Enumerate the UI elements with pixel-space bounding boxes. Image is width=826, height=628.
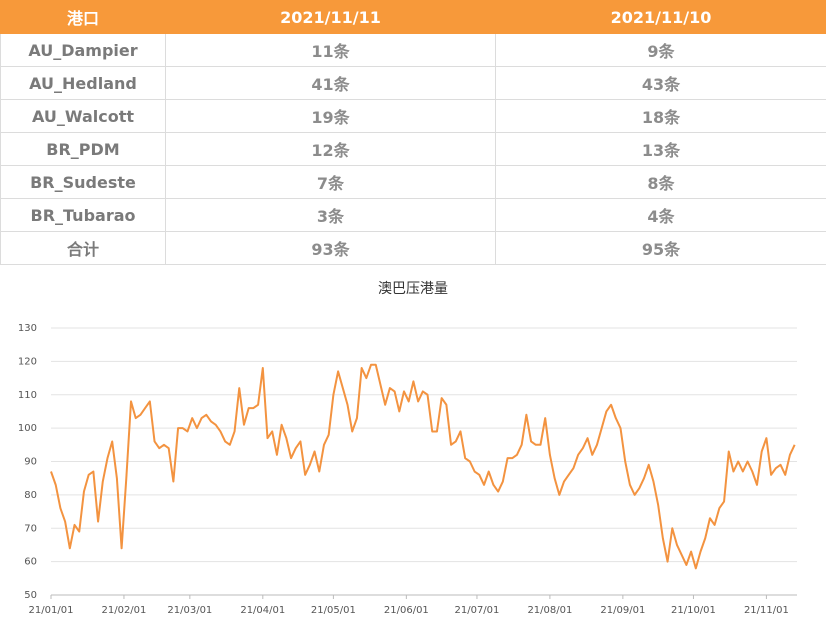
- table-cell: 19条: [165, 99, 496, 133]
- table-cell: 3条: [165, 198, 496, 232]
- x-tick-label: 21/03/01: [167, 605, 212, 616]
- header-cell: 港口: [0, 0, 166, 34]
- table-cell: 合计: [0, 231, 166, 265]
- x-tick-label: 21/06/01: [384, 605, 429, 616]
- header-row: 港口 2021/11/11 2021/11/10: [0, 0, 826, 34]
- table-cell: 8条: [495, 165, 826, 199]
- table-row: BR_Tubarao 3条 4条: [0, 198, 826, 232]
- x-tick-label: 21/04/01: [240, 605, 285, 616]
- header-cell: 2021/11/11: [165, 0, 496, 34]
- y-tick-label: 120: [18, 356, 37, 367]
- y-tick-label: 50: [24, 590, 37, 601]
- x-tick-label: 21/10/01: [671, 605, 716, 616]
- table-cell: 95条: [495, 231, 826, 265]
- table-row: BR_PDM 12条 13条: [0, 132, 826, 166]
- table-cell: BR_Sudeste: [0, 165, 166, 199]
- y-tick-label: 90: [24, 457, 37, 468]
- x-tick-label: 21/01/01: [29, 605, 74, 616]
- table-cell: 9条: [495, 33, 826, 67]
- data-line: [50, 363, 796, 570]
- table-cell: 11条: [165, 33, 496, 67]
- table-row: 合计 93条 95条: [0, 231, 826, 265]
- table-cell: AU_Walcott: [0, 99, 166, 133]
- table-cell: AU_Dampier: [0, 33, 166, 67]
- table-cell: 4条: [495, 198, 826, 232]
- table-row: AU_Hedland 41条 43条: [0, 66, 826, 100]
- table-cell: 93条: [165, 231, 496, 265]
- table-cell: 7条: [165, 165, 496, 199]
- chart-title: 澳巴压港量: [378, 281, 448, 297]
- table-cell: 13条: [495, 132, 826, 166]
- y-tick-label: 60: [24, 557, 37, 568]
- table-cell: 43条: [495, 66, 826, 100]
- x-tick-label: 21/07/01: [454, 605, 499, 616]
- x-tick-label: 21/11/01: [744, 605, 789, 616]
- table-cell: BR_Tubarao: [0, 198, 166, 232]
- table-cell: 18条: [495, 99, 826, 133]
- x-tick-label: 21/05/01: [311, 605, 356, 616]
- header-cell: 2021/11/10: [495, 0, 826, 34]
- y-tick-label: 100: [18, 423, 37, 434]
- x-tick-label: 21/09/01: [600, 605, 645, 616]
- y-tick-label: 80: [24, 490, 37, 501]
- table-cell: BR_PDM: [0, 132, 166, 166]
- y-tick-label: 130: [18, 323, 37, 334]
- table-cell: 41条: [165, 66, 496, 100]
- table-row: AU_Walcott 19条 18条: [0, 99, 826, 133]
- x-tick-label: 21/02/01: [101, 605, 146, 616]
- x-tick-label: 21/08/01: [527, 605, 572, 616]
- chart: 澳巴压港量 50 60 70 80 90 100 110 120 130 21/01/01 21/0…: [18, 281, 797, 616]
- table-row: BR_Sudeste 7条 8条: [0, 165, 826, 199]
- port-table: 港口 2021/11/11 2021/11/10 AU_Dampier 11条 9条 AU…: [0, 0, 826, 265]
- table-row: AU_Dampier 11条 9条: [0, 33, 826, 67]
- table-cell: 12条: [165, 132, 496, 166]
- table-cell: AU_Hedland: [0, 66, 166, 100]
- y-tick-label: 70: [24, 523, 37, 534]
- y-tick-label: 110: [18, 390, 37, 401]
